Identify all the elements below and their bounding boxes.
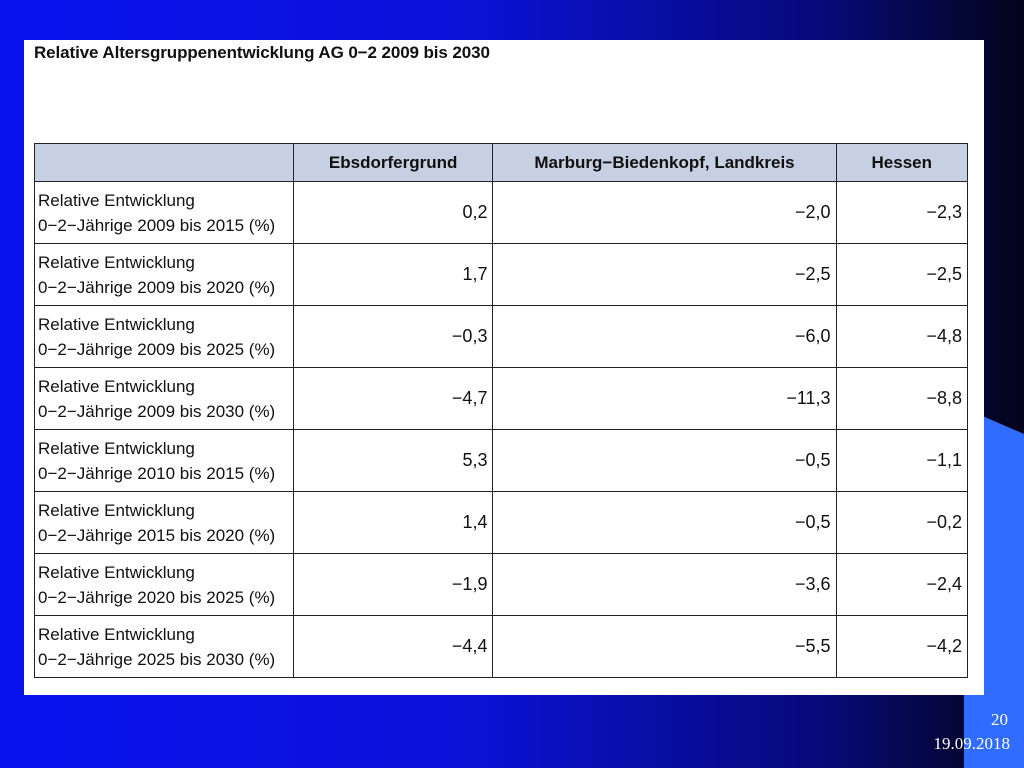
row-label-line-2: 0−2−Jährige 2020 bis 2025 (%) xyxy=(38,587,276,607)
content-panel: Relative Altersgruppenentwicklung AG 0−2… xyxy=(24,40,984,695)
value-cell-ebsdorfergrund: 5,3 xyxy=(292,429,494,492)
row-label-cell: Relative Entwicklung 0−2−Jährige 2025 bis… xyxy=(34,615,294,678)
table-row: Relative Entwicklung 0−2−Jährige 2009 bis… xyxy=(34,367,969,430)
row-label-line-1: Relative Entwicklung xyxy=(38,500,195,520)
value-cell-ebsdorfergrund: 1,4 xyxy=(292,491,494,554)
value-cell-marburg-biedenkopf: −2,5 xyxy=(492,243,837,306)
value-cell-marburg-biedenkopf: −11,3 xyxy=(492,367,837,430)
value-cell-ebsdorfergrund: 1,7 xyxy=(292,243,494,306)
value-cell-ebsdorfergrund: −0,3 xyxy=(292,305,494,368)
table-row: Relative Entwicklung 0−2−Jährige 2025 bis… xyxy=(34,615,969,678)
value-cell-hessen: −2,5 xyxy=(835,243,969,306)
row-label-cell: Relative Entwicklung 0−2−Jährige 2009 bis… xyxy=(34,367,294,430)
value-cell-ebsdorfergrund: −1,9 xyxy=(292,553,494,616)
row-label-cell: Relative Entwicklung 0−2−Jährige 2009 bis… xyxy=(34,243,294,306)
row-label-line-2: 0−2−Jährige 2009 bis 2030 (%) xyxy=(38,401,276,421)
row-label-line-1: Relative Entwicklung xyxy=(38,438,195,458)
value-cell-marburg-biedenkopf: −3,6 xyxy=(492,553,837,616)
table-row: Relative Entwicklung 0−2−Jährige 2009 bis… xyxy=(34,305,969,368)
value-cell-marburg-biedenkopf: −0,5 xyxy=(492,429,837,492)
row-label-line-1: Relative Entwicklung xyxy=(38,252,195,272)
data-table: Ebsdorfergrund Marburg−Biedenkopf, Landk… xyxy=(34,143,969,678)
row-label-line-1: Relative Entwicklung xyxy=(38,376,195,396)
column-header-empty xyxy=(34,143,294,182)
value-cell-ebsdorfergrund: −4,4 xyxy=(292,615,494,678)
row-label-cell: Relative Entwicklung 0−2−Jährige 2020 bis… xyxy=(34,553,294,616)
row-label-line-1: Relative Entwicklung xyxy=(38,190,195,210)
row-label-line-1: Relative Entwicklung xyxy=(38,624,195,644)
page-number: 20 xyxy=(991,710,1008,729)
row-label-cell: Relative Entwicklung 0−2−Jährige 2010 bis… xyxy=(34,429,294,492)
row-label-line-1: Relative Entwicklung xyxy=(38,314,195,334)
value-cell-marburg-biedenkopf: −6,0 xyxy=(492,305,837,368)
column-header-hessen: Hessen xyxy=(835,143,969,182)
value-cell-hessen: −2,3 xyxy=(835,181,969,244)
table-row: Relative Entwicklung 0−2−Jährige 2009 bis… xyxy=(34,243,969,306)
value-cell-hessen: −0,2 xyxy=(835,491,969,554)
table-header-row: Ebsdorfergrund Marburg−Biedenkopf, Landk… xyxy=(34,143,969,182)
value-cell-hessen: −4,2 xyxy=(835,615,969,678)
value-cell-hessen: −4,8 xyxy=(835,305,969,368)
value-cell-marburg-biedenkopf: −2,0 xyxy=(492,181,837,244)
row-label-line-2: 0−2−Jährige 2009 bis 2025 (%) xyxy=(38,339,276,359)
column-header-ebsdorfergrund: Ebsdorfergrund xyxy=(292,143,494,182)
table-row: Relative Entwicklung 0−2−Jährige 2020 bis… xyxy=(34,553,969,616)
value-cell-hessen: −2,4 xyxy=(835,553,969,616)
row-label-cell: Relative Entwicklung 0−2−Jährige 2015 bis… xyxy=(34,491,294,554)
value-cell-hessen: −1,1 xyxy=(835,429,969,492)
value-cell-marburg-biedenkopf: −5,5 xyxy=(492,615,837,678)
value-cell-ebsdorfergrund: −4,7 xyxy=(292,367,494,430)
value-cell-hessen: −8,8 xyxy=(835,367,969,430)
table-row: Relative Entwicklung 0−2−Jährige 2015 bis… xyxy=(34,491,969,554)
row-label-line-2: 0−2−Jährige 2025 bis 2030 (%) xyxy=(38,649,276,669)
row-label-line-2: 0−2−Jährige 2009 bis 2015 (%) xyxy=(38,215,276,235)
column-header-marburg-biedenkopf: Marburg−Biedenkopf, Landkreis xyxy=(492,143,837,182)
row-label-line-2: 0−2−Jährige 2009 bis 2020 (%) xyxy=(38,277,276,297)
row-label-line-1: Relative Entwicklung xyxy=(38,562,195,582)
table-row: Relative Entwicklung 0−2−Jährige 2009 bis… xyxy=(34,181,969,244)
table-row: Relative Entwicklung 0−2−Jährige 2010 bis… xyxy=(34,429,969,492)
value-cell-marburg-biedenkopf: −0,5 xyxy=(492,491,837,554)
row-label-line-2: 0−2−Jährige 2010 bis 2015 (%) xyxy=(38,463,276,483)
table-body: Relative Entwicklung 0−2−Jährige 2009 bis… xyxy=(34,181,969,678)
row-label-cell: Relative Entwicklung 0−2−Jährige 2009 bis… xyxy=(34,181,294,244)
value-cell-ebsdorfergrund: 0,2 xyxy=(292,181,494,244)
table-title: Relative Altersgruppenentwicklung AG 0−2… xyxy=(34,43,490,62)
slide-date: 19.09.2018 xyxy=(933,734,1011,753)
row-label-cell: Relative Entwicklung 0−2−Jährige 2009 bis… xyxy=(34,305,294,368)
row-label-line-2: 0−2−Jährige 2015 bis 2020 (%) xyxy=(38,525,276,545)
